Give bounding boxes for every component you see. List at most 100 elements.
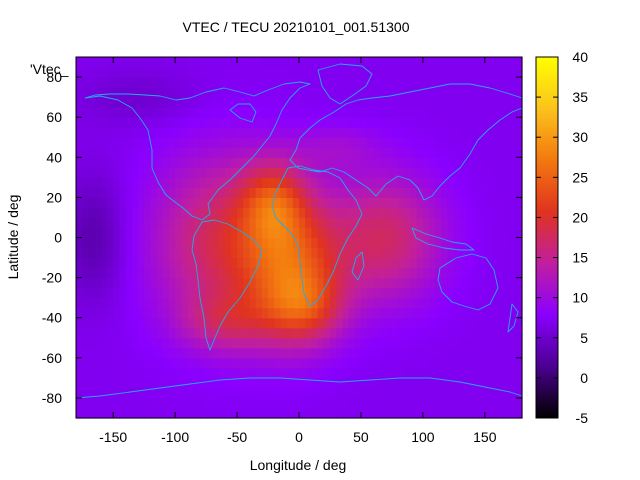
heatmap-cell — [168, 307, 176, 319]
heatmap-cell — [100, 327, 108, 339]
heatmap-cell — [379, 277, 387, 289]
heatmap-cell — [311, 187, 319, 198]
heatmap-cell — [342, 197, 350, 209]
heatmap-cell — [416, 197, 424, 209]
heatmap-cell — [243, 87, 251, 98]
heatmap-cell — [249, 387, 257, 399]
heatmap-cell — [94, 337, 102, 349]
heatmap-cell — [193, 277, 201, 289]
heatmap-cell — [137, 377, 145, 389]
heatmap-cell — [144, 377, 151, 389]
heatmap-cell — [466, 367, 474, 379]
heatmap-cell — [379, 407, 387, 419]
heatmap-cell — [286, 87, 294, 98]
heatmap-cell — [249, 177, 257, 188]
heatmap-cell — [268, 137, 275, 148]
heatmap-cell — [336, 327, 343, 339]
heatmap-cell — [360, 297, 368, 309]
heatmap-cell — [379, 257, 387, 269]
heatmap-cell — [193, 327, 201, 339]
heatmap-cell — [150, 397, 158, 409]
heatmap-cell — [106, 347, 114, 359]
heatmap-cell — [453, 307, 461, 319]
heatmap-cell — [193, 407, 201, 419]
heatmap-cell — [367, 337, 374, 349]
heatmap-cell — [156, 57, 164, 68]
heatmap-cell — [243, 67, 251, 78]
heatmap-cell — [385, 207, 393, 219]
heatmap-cell — [156, 87, 164, 98]
heatmap-cell — [311, 137, 319, 148]
heatmap-cell — [237, 397, 244, 409]
heatmap-cell — [88, 57, 96, 68]
heatmap-cell — [317, 337, 325, 349]
heatmap-cell — [336, 257, 343, 269]
heatmap-cell — [391, 107, 399, 118]
heatmap-cell — [336, 317, 343, 329]
heatmap-cell — [230, 307, 238, 319]
heatmap-cell — [224, 347, 232, 359]
heatmap-cell — [329, 297, 337, 309]
heatmap-cell — [125, 267, 133, 279]
heatmap-cell — [422, 407, 430, 419]
heatmap-cell — [187, 67, 195, 78]
heatmap-cell — [94, 137, 102, 148]
heatmap-cell — [230, 387, 238, 399]
heatmap-cell — [212, 217, 220, 229]
heatmap-cell — [113, 317, 120, 329]
heatmap-cell — [447, 147, 455, 158]
heatmap-cell — [503, 187, 511, 198]
heatmap-cell — [348, 377, 356, 389]
heatmap-cell — [491, 347, 498, 359]
heatmap-cell — [249, 207, 257, 219]
heatmap-cell — [292, 147, 300, 158]
heatmap-cell — [348, 117, 356, 128]
heatmap-cell — [497, 137, 505, 148]
heatmap-cell — [230, 177, 238, 188]
heatmap-cell — [515, 137, 523, 148]
heatmap-cell — [460, 297, 467, 309]
heatmap-cell — [404, 357, 412, 369]
heatmap-cell — [398, 257, 405, 269]
heatmap-cell — [193, 357, 201, 369]
heatmap-cell — [348, 257, 356, 269]
heatmap-cell — [441, 117, 449, 128]
heatmap-cell — [354, 117, 362, 128]
heatmap-cell — [255, 237, 263, 249]
heatmap-cell — [243, 397, 251, 409]
heatmap-cell — [484, 187, 492, 198]
heatmap-cell — [329, 277, 337, 289]
heatmap-cell — [398, 377, 405, 389]
heatmap-cell — [156, 267, 164, 279]
heatmap-cell — [385, 197, 393, 209]
heatmap-cell — [472, 307, 480, 319]
heatmap-cell — [224, 167, 232, 178]
heatmap-cell — [398, 287, 405, 299]
heatmap-cell — [311, 327, 319, 339]
heatmap-cell — [453, 367, 461, 379]
heatmap-cell — [453, 327, 461, 339]
heatmap-cell — [255, 227, 263, 239]
heatmap-cell — [125, 367, 133, 379]
heatmap-cell — [311, 257, 319, 269]
heatmap-cell — [441, 407, 449, 419]
heatmap-cell — [460, 137, 467, 148]
heatmap-cell — [100, 347, 108, 359]
heatmap-cell — [416, 407, 424, 419]
heatmap-cell — [162, 307, 170, 319]
heatmap-cell — [391, 157, 399, 168]
heatmap-cell — [410, 327, 418, 339]
heatmap-cell — [311, 57, 319, 68]
heatmap-cell — [243, 57, 251, 68]
heatmap-cell — [410, 167, 418, 178]
heatmap-cell — [484, 377, 492, 389]
heatmap-cell — [360, 67, 368, 78]
coast-antarctica — [75, 377, 523, 419]
heatmap-cell — [274, 157, 282, 168]
heatmap-cell — [125, 307, 133, 319]
heatmap-cell — [416, 327, 424, 339]
heatmap-cell — [416, 77, 424, 88]
heatmap-cell — [94, 147, 102, 158]
heatmap-cell — [150, 307, 158, 319]
heatmap-cell — [299, 247, 306, 259]
